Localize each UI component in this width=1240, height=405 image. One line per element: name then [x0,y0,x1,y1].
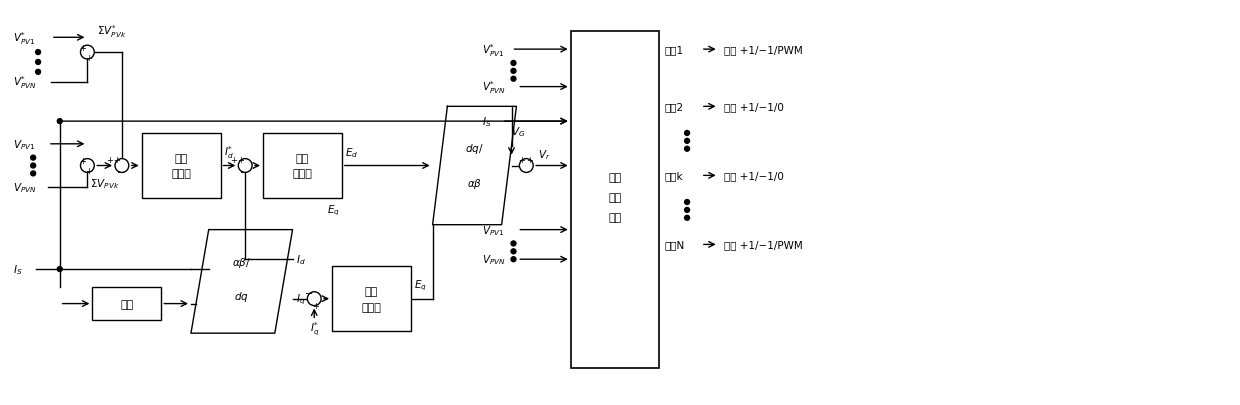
Circle shape [57,119,62,124]
Circle shape [31,164,36,168]
Text: 电压: 电压 [175,153,187,163]
Text: $V_{PVN}$: $V_{PVN}$ [482,253,506,266]
Circle shape [36,51,41,55]
Circle shape [36,70,41,75]
Text: 模式 +1/−1/0: 模式 +1/−1/0 [724,102,784,112]
Text: $dq$: $dq$ [234,290,249,303]
Circle shape [511,61,516,66]
Text: 调节器: 调节器 [171,169,191,179]
Text: $E_d$: $E_d$ [345,145,358,159]
Text: 单元1: 单元1 [665,45,683,55]
Text: $V_G$: $V_G$ [511,125,526,139]
Text: $I_d$: $I_d$ [295,253,305,266]
Text: $I_S$: $I_S$ [14,262,22,276]
Text: +: + [311,301,319,310]
Text: 调制: 调制 [609,193,621,202]
Text: 电流: 电流 [365,286,378,296]
Bar [141,134,221,198]
Text: 延迟: 延迟 [120,299,134,309]
Text: 模式 +1/−1/PWM: 模式 +1/−1/PWM [724,45,802,55]
Text: +: + [84,166,92,175]
Circle shape [520,159,533,173]
Polygon shape [433,107,516,225]
Text: +: + [84,53,92,62]
Text: $dq/$: $dq/$ [465,141,484,156]
Text: 模式 +1/−1/PWM: 模式 +1/−1/PWM [724,240,802,250]
Text: $I_q^{*}$: $I_q^{*}$ [310,320,319,337]
Text: $V_{PV1}^{*}$: $V_{PV1}^{*}$ [482,42,505,58]
Bar [332,266,410,331]
Text: $\Sigma V_{PVk}$: $\Sigma V_{PVk}$ [91,177,120,191]
Text: +: + [79,157,86,166]
Text: +: + [107,156,114,165]
Text: $\alpha\beta$: $\alpha\beta$ [467,177,482,191]
Circle shape [511,77,516,82]
Text: $I_S$: $I_S$ [482,115,491,129]
Circle shape [31,156,36,161]
Circle shape [57,267,62,272]
Circle shape [684,216,689,221]
Bar [263,134,342,198]
Text: $V_{PV1}$: $V_{PV1}$ [14,138,36,151]
Text: $V_r$: $V_r$ [538,147,551,161]
Text: +: + [237,156,244,165]
Text: 策略: 策略 [609,212,621,222]
Text: +: + [114,156,120,165]
Bar [570,32,660,368]
Text: $V_{PVN}^{*}$: $V_{PVN}^{*}$ [14,74,37,91]
Text: $V_{PV1}^{*}$: $V_{PV1}^{*}$ [14,30,36,47]
Circle shape [684,147,689,152]
Text: 单元2: 单元2 [665,102,683,112]
Circle shape [115,159,129,173]
Text: −: − [305,288,314,298]
Text: $\alpha\beta/$: $\alpha\beta/$ [232,255,252,269]
Circle shape [511,69,516,74]
Circle shape [511,249,516,254]
Text: $V_{PVN}^{*}$: $V_{PVN}^{*}$ [482,79,506,96]
Circle shape [511,257,516,262]
Circle shape [684,208,689,213]
Text: $I_q$: $I_q$ [295,292,305,306]
Circle shape [81,159,94,173]
Text: 调节器: 调节器 [362,302,382,312]
Circle shape [511,241,516,246]
Text: 电流: 电流 [296,153,309,163]
Circle shape [308,292,321,306]
Text: 调节器: 调节器 [293,169,312,179]
Circle shape [36,60,41,65]
Circle shape [81,46,94,60]
Text: $V_{PV1}$: $V_{PV1}$ [482,223,505,237]
Text: +: + [518,156,525,165]
Bar [92,287,161,321]
Text: 混合: 混合 [609,173,621,183]
Text: $V_{PVN}$: $V_{PVN}$ [14,181,37,195]
Polygon shape [191,230,293,333]
Text: $I_d^{*}$: $I_d^{*}$ [223,144,233,161]
Circle shape [684,131,689,136]
Circle shape [684,200,689,205]
Circle shape [238,159,252,173]
Text: 模式 +1/−1/0: 模式 +1/−1/0 [724,171,784,181]
Text: +: + [79,44,86,53]
Text: +: + [229,156,237,165]
Text: $\Sigma V_{PVk}^{*}$: $\Sigma V_{PVk}^{*}$ [97,23,126,40]
Circle shape [684,139,689,144]
Text: +: + [526,156,533,165]
Text: −: − [117,168,125,178]
Text: −: − [241,168,248,178]
Text: 单元N: 单元N [665,240,684,250]
Circle shape [31,171,36,177]
Text: $E_q$: $E_q$ [327,203,340,217]
Text: $E_q$: $E_q$ [414,278,427,292]
Text: 单元k: 单元k [665,171,683,181]
